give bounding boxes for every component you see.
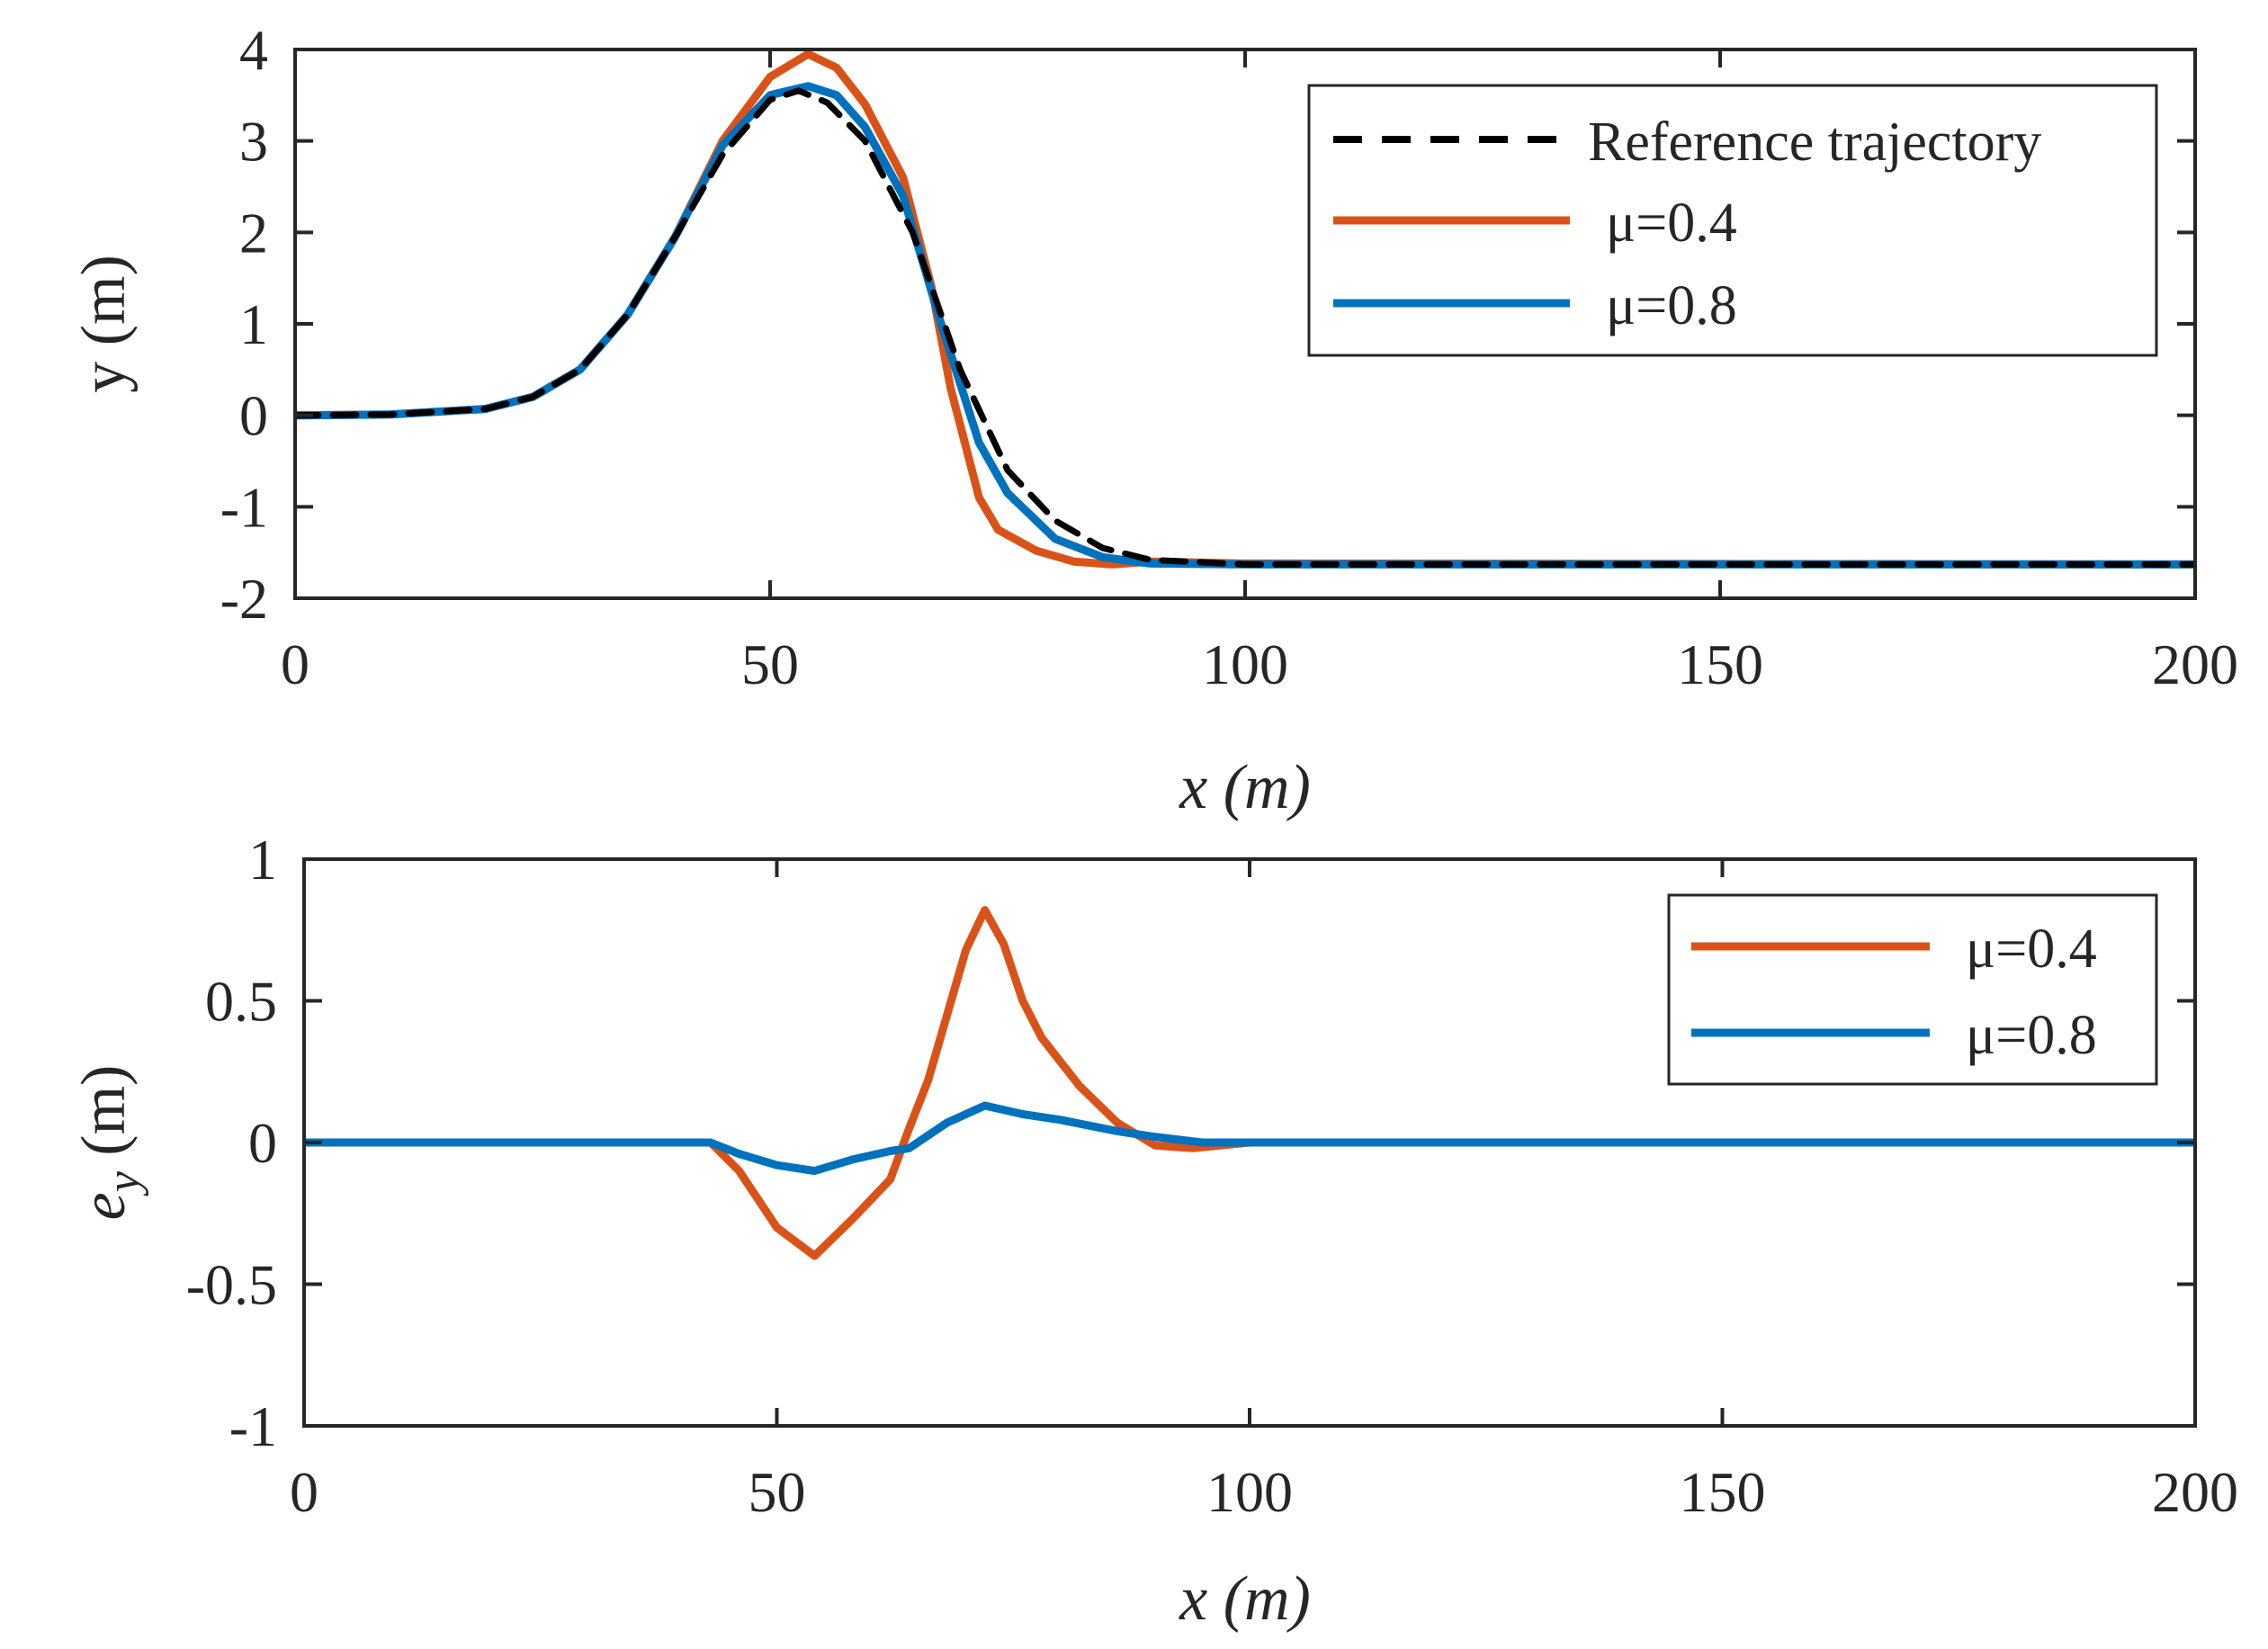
- bottom-x-tick-label: 100: [1206, 1460, 1293, 1524]
- top-series-group: [295, 49, 2195, 569]
- top-series-mu08: [295, 82, 2195, 569]
- bottom-ticks: [302, 857, 2197, 1428]
- bottom-y-axis-label: ey (m): [69, 1065, 149, 1221]
- bottom-x-axis-label: x (m): [1179, 1564, 1311, 1634]
- bottom-x-tick-label: 0: [290, 1460, 318, 1524]
- bottom-y-tick-label: 0.5: [205, 970, 277, 1034]
- bottom-legend: μ=0.4 μ=0.8: [1667, 893, 2158, 1086]
- top-legend-label-mu08: μ=0.8: [1606, 275, 1737, 336]
- bottom-y-tick-label: 1: [248, 828, 277, 892]
- bottom-panel: 0 50 100 150 200 -1 -0.5 0 0.5 1 x (m) ey (m) μ=…: [69, 828, 2238, 1634]
- bottom-y-tick-labels: -1 -0.5 0 0.5 1: [186, 828, 277, 1458]
- top-y-tick-label: 2: [239, 201, 268, 264]
- bottom-legend-label-mu04: μ=0.4: [1966, 919, 2097, 980]
- top-x-tick-labels: 0 50 100 150 200: [281, 632, 2238, 696]
- top-x-axis-label: x (m): [1179, 753, 1311, 822]
- bottom-x-tick-label: 200: [2152, 1460, 2238, 1524]
- top-y-tick-label: -1: [220, 475, 268, 539]
- bottom-y-tick-label: 0: [248, 1111, 277, 1175]
- top-x-tick-label: 100: [1202, 632, 1288, 696]
- top-series-reference: [295, 87, 2195, 568]
- top-y-tick-label: 1: [239, 292, 268, 356]
- bottom-legend-label-mu08: μ=0.8: [1966, 1005, 2097, 1066]
- bottom-y-tick-label: -0.5: [186, 1253, 277, 1317]
- top-y-tick-labels: -2 -1 0 1 2 3 4: [220, 18, 268, 631]
- top-legend-label-mu04: μ=0.4: [1606, 193, 1737, 254]
- top-legend: Reference trajectory μ=0.4 μ=0.8: [1307, 84, 2158, 357]
- bottom-series-mu08: [304, 1101, 2195, 1175]
- top-ticks: [293, 48, 2197, 600]
- top-x-tick-label: 150: [1677, 632, 1763, 696]
- top-x-tick-label: 200: [2152, 632, 2238, 696]
- bottom-y-tick-label: -1: [229, 1394, 277, 1458]
- top-x-tick-label: 50: [741, 632, 799, 696]
- bottom-x-tick-labels: 0 50 100 150 200: [290, 1460, 2238, 1524]
- bottom-legend-box: [1667, 893, 2158, 1086]
- top-y-axis-label: y (m): [69, 255, 139, 393]
- top-y-tick-label: -2: [220, 567, 268, 631]
- top-y-tick-label: 0: [239, 384, 268, 448]
- top-legend-label-reference: Reference trajectory: [1588, 112, 2041, 173]
- top-x-tick-label: 0: [281, 632, 309, 696]
- bottom-series-group: [304, 906, 2195, 1260]
- top-y-tick-label: 3: [239, 110, 268, 174]
- top-panel: 0 50 100 150 200 -2 -1 0 1 2 3 4 x (m) y (m) Refer…: [69, 18, 2238, 822]
- bottom-x-tick-label: 50: [749, 1460, 806, 1524]
- top-y-tick-label: 4: [239, 18, 268, 82]
- bottom-x-tick-label: 150: [1680, 1460, 1766, 1524]
